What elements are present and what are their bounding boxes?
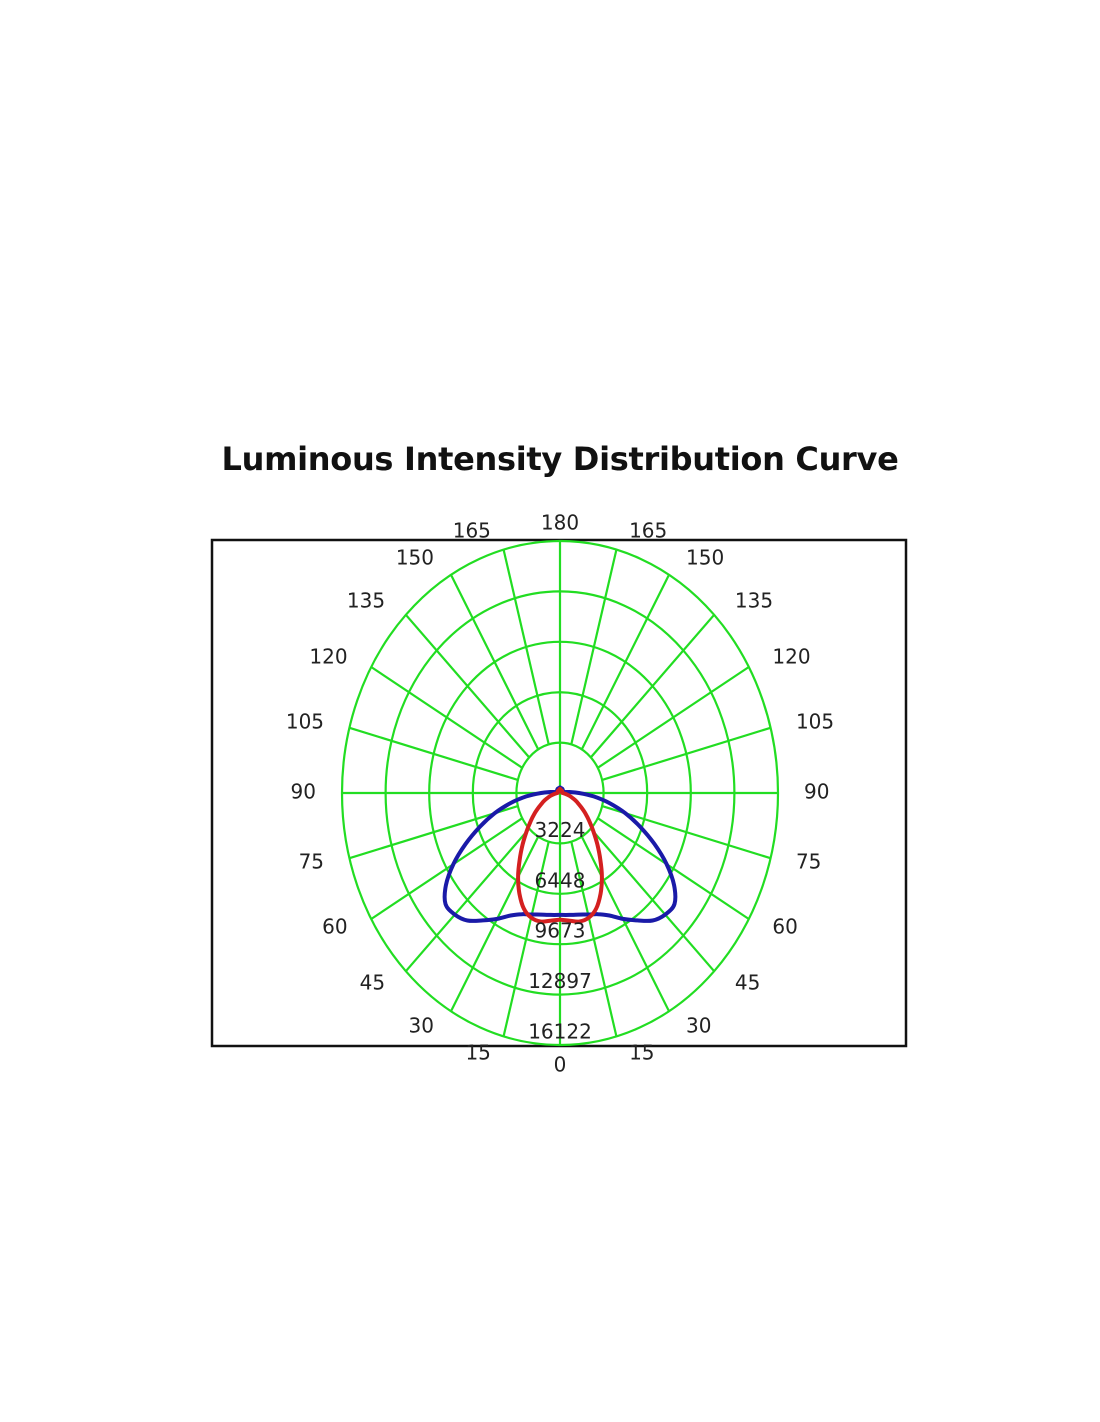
angle-label-right: 135 <box>735 589 773 613</box>
grid-ring <box>340 539 780 1047</box>
angle-label-left: 105 <box>286 710 324 734</box>
grid-ring <box>384 590 736 996</box>
angle-label-right: 30 <box>686 1013 711 1037</box>
angle-label-right: 120 <box>772 645 810 669</box>
angle-label-left: 165 <box>453 519 491 543</box>
angle-label-left: 90 <box>291 780 316 804</box>
chart-title: Luminous Intensity Distribution Curve <box>221 440 899 478</box>
grid-ring <box>471 691 649 895</box>
angle-label-right: 150 <box>686 546 724 570</box>
angle-label-right: 60 <box>772 915 797 939</box>
grid-ring <box>428 640 692 946</box>
angle-label-left: 15 <box>465 1040 490 1064</box>
angle-label-right: 75 <box>796 849 821 873</box>
radial-tick-label: 6448 <box>535 868 586 892</box>
grid-ring <box>515 741 605 845</box>
angle-label-left: 75 <box>299 849 324 873</box>
angle-label-left: 120 <box>309 645 347 669</box>
angle-label-right: 105 <box>796 710 834 734</box>
radial-tick-label: 16122 <box>528 1020 592 1044</box>
label-layer: 0 180 15 30 45 60 75 90 105 120 135 150 165 15 30 45 60 7… <box>286 511 834 1077</box>
series-layer <box>442 785 678 924</box>
angle-label-left: 150 <box>396 546 434 570</box>
angle-label-right: 165 <box>629 519 667 543</box>
series-curve <box>516 786 604 924</box>
angle-label-right: 45 <box>735 970 760 994</box>
radial-tick-label: 9673 <box>535 919 586 943</box>
angle-label-left: 45 <box>360 970 385 994</box>
angle-label-0: 0 <box>554 1053 567 1077</box>
radial-tick-label: 12897 <box>528 969 592 993</box>
angle-label-180: 180 <box>541 511 579 535</box>
angle-label-right: 15 <box>629 1040 654 1064</box>
angle-label-right: 90 <box>804 780 829 804</box>
radial-tick-label: 3224 <box>535 818 586 842</box>
angle-label-left: 30 <box>409 1013 434 1037</box>
angle-label-left: 135 <box>347 589 385 613</box>
angle-label-left: 60 <box>322 915 347 939</box>
